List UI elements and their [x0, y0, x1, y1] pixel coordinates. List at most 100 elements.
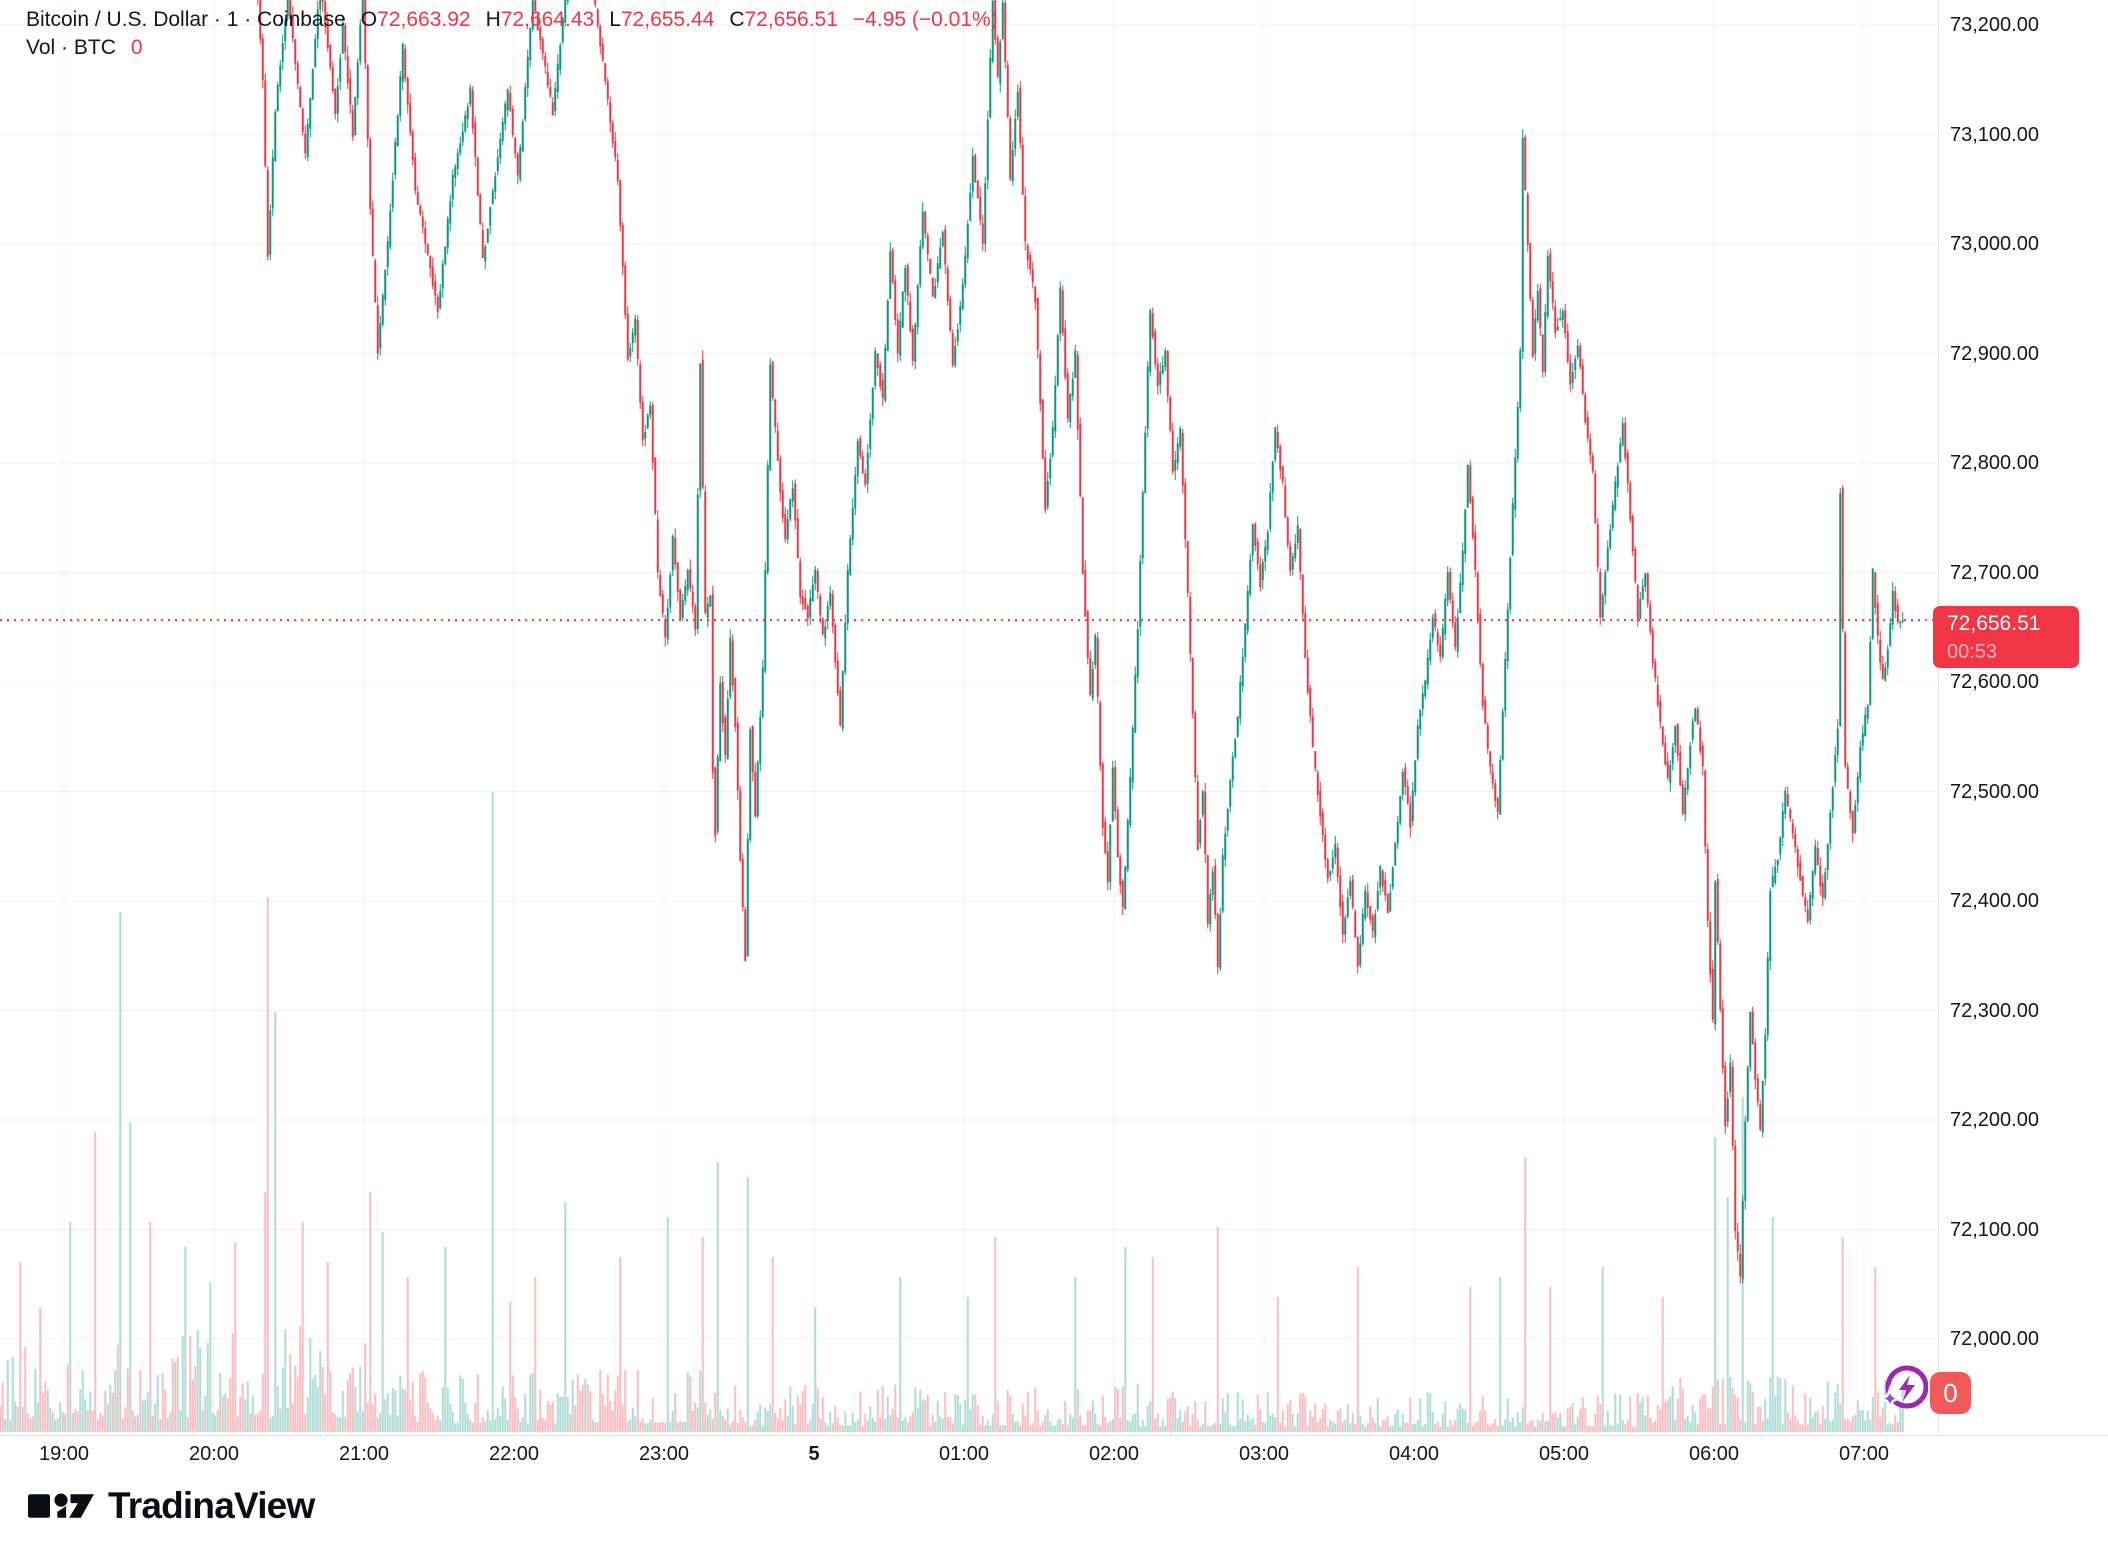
candle-body — [1019, 87, 1022, 144]
volume-bar — [196, 1330, 199, 1432]
volume-bar — [1349, 1423, 1352, 1432]
volume-bar — [821, 1397, 824, 1432]
candle-body — [839, 690, 842, 726]
candle-body — [296, 63, 299, 85]
candle-body — [484, 246, 487, 262]
candle-body — [1266, 532, 1269, 550]
volume-bar — [1454, 1420, 1457, 1432]
lightning-ai-icon[interactable] — [1880, 1363, 1928, 1413]
candle-body — [1594, 473, 1597, 524]
candle-body — [1049, 458, 1052, 479]
volume-bar — [1409, 1398, 1412, 1432]
candle-body — [1339, 875, 1342, 908]
volume-bar — [876, 1389, 879, 1432]
candle-body — [959, 306, 962, 325]
volume-bar — [1086, 1410, 1089, 1432]
volume-bar — [1621, 1420, 1624, 1432]
volume-bar — [506, 1419, 509, 1432]
volume-bar — [1511, 1417, 1514, 1432]
volume-bar — [1394, 1413, 1397, 1432]
candle-body — [1284, 485, 1287, 518]
candle-body — [684, 586, 687, 602]
candle-body — [539, 27, 542, 41]
candle-body — [664, 619, 667, 638]
volume-bar — [1379, 1426, 1382, 1432]
volume-bar — [1176, 1418, 1179, 1432]
volume-bar — [816, 1387, 819, 1432]
volume-bar — [71, 1413, 74, 1432]
volume-bar — [1664, 1401, 1667, 1432]
candle-body — [824, 626, 827, 639]
volume-bar — [679, 1421, 682, 1432]
volume-bar — [201, 1409, 204, 1432]
candle-body — [1539, 288, 1542, 329]
candle-body — [1051, 427, 1054, 456]
candle-body — [1404, 767, 1407, 787]
candle-body — [1144, 432, 1147, 493]
volume-bar — [654, 1422, 657, 1432]
platform-logo[interactable]: TradinaView — [28, 1483, 315, 1529]
volume-label[interactable]: Vol · BTC — [26, 36, 116, 59]
volume-bar — [806, 1423, 809, 1432]
candle-body — [899, 320, 902, 356]
volume-bar — [1899, 1401, 1902, 1432]
candle-body — [1116, 810, 1119, 858]
volume-bar — [1631, 1426, 1634, 1432]
volume-bar — [1729, 1376, 1732, 1432]
candle-body — [776, 430, 779, 461]
candle-body — [609, 102, 612, 124]
volume-bar — [449, 1404, 452, 1432]
volume-bar — [214, 1415, 217, 1432]
volume-bar — [1441, 1413, 1444, 1432]
candle-body — [1114, 767, 1117, 812]
volume-bar — [869, 1406, 872, 1432]
price-axis[interactable]: 73,200.00 73,100.00 73,000.00 72,900.00 72,8… — [1938, 0, 2108, 1435]
volume-bar — [796, 1395, 799, 1432]
candle-body — [789, 499, 792, 520]
volume-bar — [921, 1399, 924, 1432]
volume-bar — [1521, 1407, 1524, 1432]
volume-bar — [1846, 1418, 1849, 1432]
volume-bar — [899, 1277, 902, 1432]
volume-bar — [284, 1329, 287, 1432]
volume-bar — [481, 1417, 484, 1432]
volume-bar — [851, 1412, 854, 1432]
volume-bar — [741, 1416, 744, 1432]
candle-body — [1121, 880, 1124, 907]
candle-body — [396, 115, 399, 146]
candle-body — [854, 475, 857, 509]
volume-bar — [1746, 1380, 1749, 1432]
volume-bar — [1099, 1425, 1102, 1432]
candle-body — [406, 78, 409, 105]
candle-body — [669, 574, 672, 608]
volume-bar — [694, 1402, 697, 1432]
candle-body — [1379, 866, 1382, 888]
candle-body — [846, 569, 849, 624]
volume-bar — [699, 1370, 702, 1432]
candle-body — [1476, 572, 1479, 620]
candle-body — [341, 23, 344, 54]
counter-badge[interactable]: 0 — [1930, 1372, 1971, 1414]
candle-body — [1321, 812, 1324, 835]
candlestick-chart[interactable] — [0, 0, 1938, 1435]
candle-body — [956, 329, 959, 342]
candle-body — [1241, 657, 1244, 687]
volume-bar — [1504, 1419, 1507, 1432]
chart-pane[interactable] — [0, 0, 1938, 1435]
candle-body — [929, 258, 932, 274]
volume-bar — [84, 1399, 87, 1432]
candle-body — [1064, 328, 1067, 378]
volume-bar — [1289, 1400, 1292, 1432]
volume-bar — [1636, 1393, 1639, 1432]
candle-body — [1346, 897, 1349, 917]
volume-bar — [824, 1422, 827, 1432]
volume-bar — [1154, 1418, 1157, 1432]
time-axis[interactable]: 19:00 20:00 21:00 22:00 23:00 5 01:00 02:00 03:0… — [0, 1435, 2108, 1474]
volume-bar — [1814, 1411, 1817, 1432]
candle-body — [791, 488, 794, 502]
symbol-title[interactable]: Bitcoin / U.S. Dollar · 1 · Coinbase — [26, 8, 346, 31]
candle-body — [1889, 623, 1892, 646]
candle-body — [1081, 497, 1084, 574]
last-price-value: 72,656.51 — [1947, 612, 2041, 635]
candle-body — [1334, 843, 1337, 858]
